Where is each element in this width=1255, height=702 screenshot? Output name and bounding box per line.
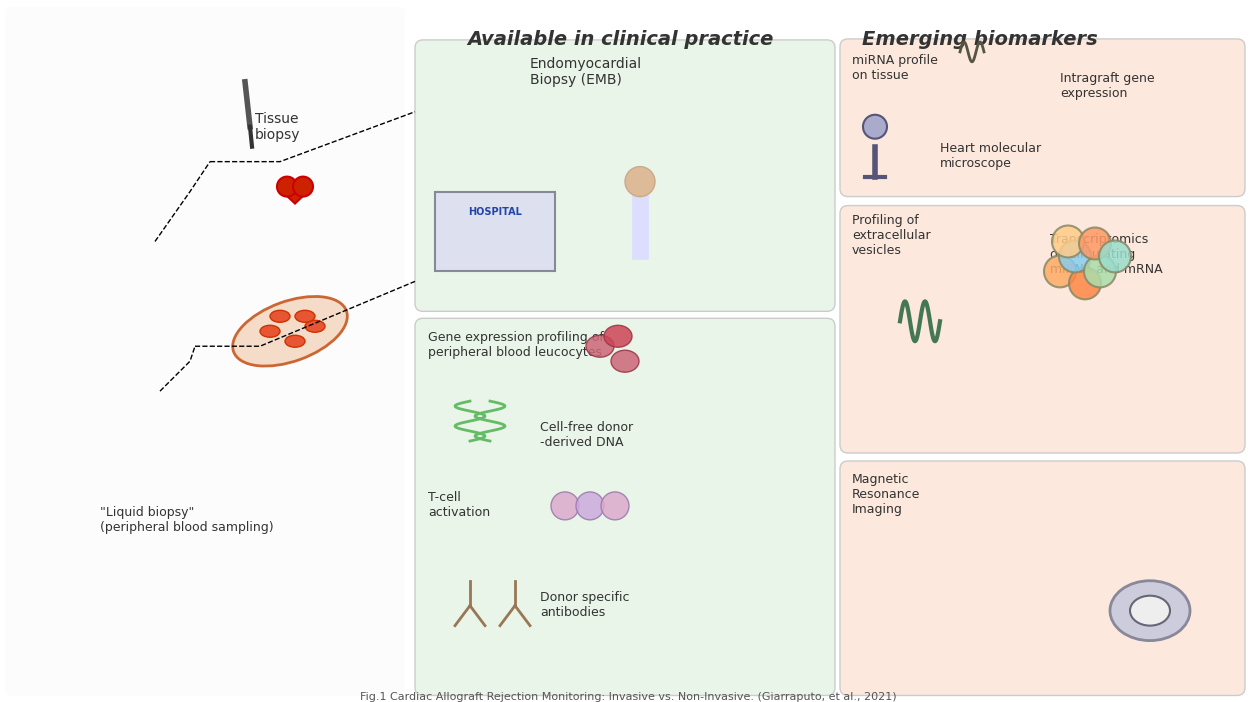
Ellipse shape (232, 296, 348, 366)
Text: Emerging biomarkers: Emerging biomarkers (862, 30, 1098, 49)
Circle shape (576, 492, 604, 520)
Text: T-cell
activation: T-cell activation (428, 491, 491, 519)
Text: Tissue
biopsy: Tissue biopsy (255, 112, 300, 142)
Text: Cell-free donor
-derived DNA: Cell-free donor -derived DNA (540, 421, 633, 449)
Ellipse shape (260, 325, 280, 337)
Ellipse shape (586, 336, 614, 357)
Text: Intragraft gene
expression: Intragraft gene expression (1060, 72, 1155, 100)
FancyBboxPatch shape (840, 206, 1245, 453)
Text: Gene expression profiling of
peripheral blood leucocytes: Gene expression profiling of peripheral … (428, 331, 604, 359)
Circle shape (1052, 225, 1084, 258)
Text: Transcriptomics
on circulating
miRNA and mRNA: Transcriptomics on circulating miRNA and… (1050, 234, 1162, 277)
Circle shape (601, 492, 629, 520)
Circle shape (1099, 241, 1131, 272)
Ellipse shape (611, 350, 639, 372)
Circle shape (277, 177, 297, 197)
FancyBboxPatch shape (840, 39, 1245, 197)
Text: HOSPITAL: HOSPITAL (468, 206, 522, 216)
Ellipse shape (305, 320, 325, 332)
Circle shape (1059, 241, 1091, 272)
Circle shape (1079, 227, 1111, 260)
Polygon shape (277, 187, 312, 204)
Text: Donor specific
antibodies: Donor specific antibodies (540, 590, 630, 618)
Circle shape (863, 114, 887, 139)
Text: Available in clinical practice: Available in clinical practice (467, 30, 773, 49)
Bar (435, 192, 555, 272)
FancyBboxPatch shape (5, 7, 405, 696)
Ellipse shape (295, 310, 315, 322)
Text: Fig.1 Cardiac Allograft Rejection Monitoring: Invasive vs. Non-Invasive. (Giarra: Fig.1 Cardiac Allograft Rejection Monito… (360, 692, 896, 702)
Text: Profiling of
extracellular
vesicles: Profiling of extracellular vesicles (852, 213, 931, 256)
Circle shape (292, 177, 312, 197)
FancyBboxPatch shape (840, 461, 1245, 696)
Circle shape (625, 166, 655, 197)
FancyBboxPatch shape (415, 318, 835, 696)
Text: Endomyocardial
Biopsy (EMB): Endomyocardial Biopsy (EMB) (530, 57, 643, 87)
Circle shape (1084, 256, 1116, 287)
Text: Magnetic
Resonance
Imaging: Magnetic Resonance Imaging (852, 473, 920, 516)
FancyBboxPatch shape (415, 40, 835, 311)
Text: Heart molecular
microscope: Heart molecular microscope (940, 142, 1042, 170)
Ellipse shape (1109, 581, 1190, 641)
Text: "Liquid biopsy"
(peripheral blood sampling): "Liquid biopsy" (peripheral blood sampli… (100, 506, 274, 534)
Circle shape (1069, 267, 1101, 299)
Circle shape (551, 492, 579, 520)
Ellipse shape (270, 310, 290, 322)
Ellipse shape (604, 325, 633, 347)
Circle shape (1044, 256, 1076, 287)
Text: miRNA profile
on tissue: miRNA profile on tissue (852, 54, 937, 82)
Ellipse shape (285, 336, 305, 347)
Ellipse shape (1130, 596, 1170, 625)
